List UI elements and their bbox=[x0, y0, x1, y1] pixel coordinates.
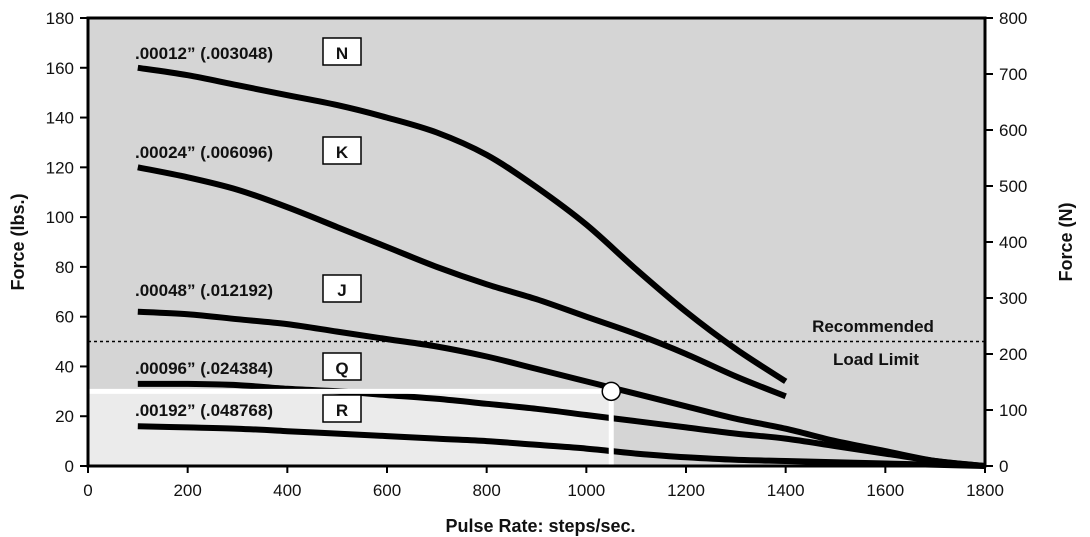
x-tick-label: 1000 bbox=[567, 481, 605, 500]
y-tick-label-right: 500 bbox=[999, 177, 1027, 196]
y-tick-label-right: 300 bbox=[999, 289, 1027, 308]
x-tick-label: 600 bbox=[373, 481, 401, 500]
x-tick-label: 1800 bbox=[966, 481, 1004, 500]
curve-labels-layer: .00012” (.003048) N .00024” (.006096) K .000… bbox=[135, 37, 362, 423]
ticks-layer: 0 200 400 600 800 1000 1200 1400 1600 18000204060… bbox=[46, 9, 1028, 500]
x-tick-label: 1600 bbox=[866, 481, 904, 500]
series-label-j: .00048” (.012192) bbox=[135, 281, 273, 300]
series-label-q: .00096” (.024384) bbox=[135, 359, 273, 378]
series-label-k: .00024” (.006096) bbox=[135, 143, 273, 162]
x-tick-label: 0 bbox=[83, 481, 92, 500]
series-code-k: K bbox=[336, 143, 349, 162]
y-tick-label-left: 160 bbox=[46, 59, 74, 78]
series-code-q: Q bbox=[335, 359, 348, 378]
series-code-j: J bbox=[337, 281, 346, 300]
y-axis-title-right: Force (N) bbox=[1056, 202, 1076, 281]
series-label-r: .00192” (.048768) bbox=[135, 401, 273, 420]
x-axis-title: Pulse Rate: steps/sec. bbox=[445, 516, 635, 536]
curves-layer bbox=[137, 64, 986, 469]
y-tick-label-left: 140 bbox=[46, 109, 74, 128]
y-axis-title-left: Force (lbs.) bbox=[8, 193, 28, 290]
y-tick-label-left: 80 bbox=[55, 258, 74, 277]
series-code-n: N bbox=[336, 44, 348, 63]
y-tick-label-right: 200 bbox=[999, 345, 1027, 364]
x-tick-label: 400 bbox=[273, 481, 301, 500]
example-point-marker bbox=[601, 381, 621, 402]
series-code-r: R bbox=[336, 401, 348, 420]
y-tick-label-left: 20 bbox=[55, 407, 74, 426]
series-code-box-q bbox=[322, 352, 362, 381]
series-line-k bbox=[137, 164, 787, 400]
series-line-r bbox=[137, 423, 986, 469]
series-line-j bbox=[137, 308, 986, 469]
x-tick-label: 1200 bbox=[667, 481, 705, 500]
y-tick-label-left: 60 bbox=[55, 308, 74, 327]
y-tick-label-right: 700 bbox=[999, 65, 1027, 84]
y-tick-label-left: 180 bbox=[46, 9, 74, 28]
series-label-n: .00012” (.003048) bbox=[135, 44, 273, 63]
series-code-box-j bbox=[322, 274, 362, 303]
x-tick-label: 200 bbox=[173, 481, 201, 500]
y-tick-label-right: 0 bbox=[999, 457, 1008, 476]
y-tick-label-right: 600 bbox=[999, 121, 1027, 140]
series-code-box-n bbox=[322, 37, 362, 66]
y-tick-label-left: 100 bbox=[46, 208, 74, 227]
series-code-box-r bbox=[322, 394, 362, 423]
y-tick-label-right: 800 bbox=[999, 9, 1027, 28]
y-tick-label-left: 0 bbox=[65, 457, 74, 476]
x-tick-label: 1400 bbox=[767, 481, 805, 500]
series-line-n bbox=[137, 64, 788, 384]
y-tick-label-left: 40 bbox=[55, 357, 74, 376]
y-tick-label-left: 120 bbox=[46, 158, 74, 177]
example-point-layer bbox=[88, 381, 621, 466]
x-tick-label: 800 bbox=[472, 481, 500, 500]
y-tick-label-right: 400 bbox=[999, 233, 1027, 252]
load-limit-label: Load Limit bbox=[833, 350, 919, 369]
series-line-q bbox=[137, 380, 986, 469]
recommended-label: Recommended bbox=[812, 317, 934, 336]
y-tick-label-right: 100 bbox=[999, 401, 1027, 420]
series-code-box-k bbox=[322, 136, 362, 165]
